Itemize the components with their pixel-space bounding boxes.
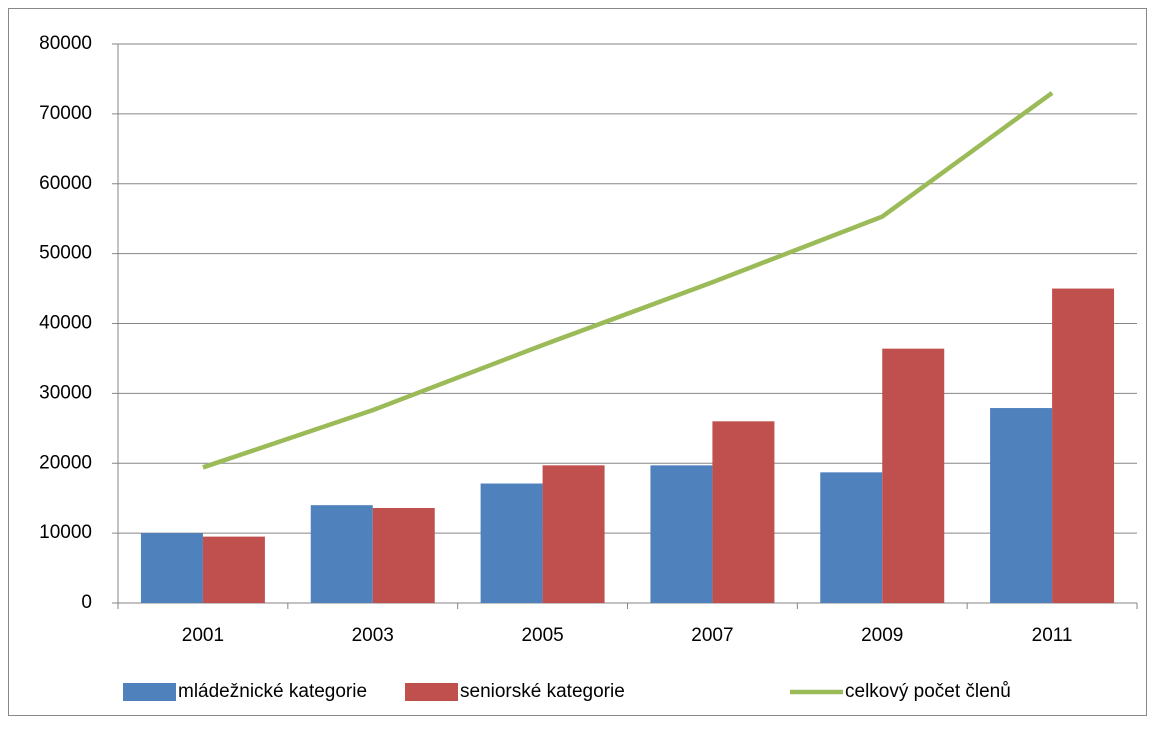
x-tick-label: 2009 bbox=[861, 625, 903, 646]
y-tick-label: 10000 bbox=[39, 522, 92, 543]
y-tick-label: 70000 bbox=[39, 103, 92, 124]
bar bbox=[712, 421, 775, 603]
y-tick-label: 60000 bbox=[39, 173, 92, 194]
bar bbox=[542, 465, 605, 603]
y-tick-label: 0 bbox=[81, 592, 92, 613]
legend-label: seniorské kategorie bbox=[460, 681, 625, 702]
y-tick-label: 20000 bbox=[39, 452, 92, 473]
legend-swatch bbox=[405, 683, 458, 701]
chart-border bbox=[8, 8, 1147, 716]
bar bbox=[140, 533, 203, 603]
bar bbox=[650, 465, 713, 603]
bar bbox=[480, 483, 543, 603]
y-tick-label: 40000 bbox=[39, 313, 92, 334]
y-tick-label: 30000 bbox=[39, 382, 92, 403]
bar bbox=[202, 536, 265, 603]
x-tick-label: 2003 bbox=[352, 625, 394, 646]
bar bbox=[820, 472, 883, 603]
bar bbox=[310, 505, 373, 603]
legend-label: mládežnické kategorie bbox=[178, 681, 367, 702]
bar bbox=[882, 348, 945, 603]
bar bbox=[372, 507, 435, 603]
x-tick-label: 2001 bbox=[182, 625, 224, 646]
x-tick-label: 2005 bbox=[521, 625, 563, 646]
y-tick-label: 50000 bbox=[39, 243, 92, 264]
bar bbox=[990, 408, 1053, 603]
x-tick-label: 2011 bbox=[1032, 625, 1073, 646]
bar bbox=[1052, 288, 1115, 603]
y-tick-label: 80000 bbox=[39, 33, 92, 54]
x-tick-label: 2007 bbox=[691, 625, 733, 646]
legend-label: celkový počet členů bbox=[845, 681, 1011, 702]
legend-swatch bbox=[123, 683, 176, 701]
line bbox=[202, 91, 1054, 470]
